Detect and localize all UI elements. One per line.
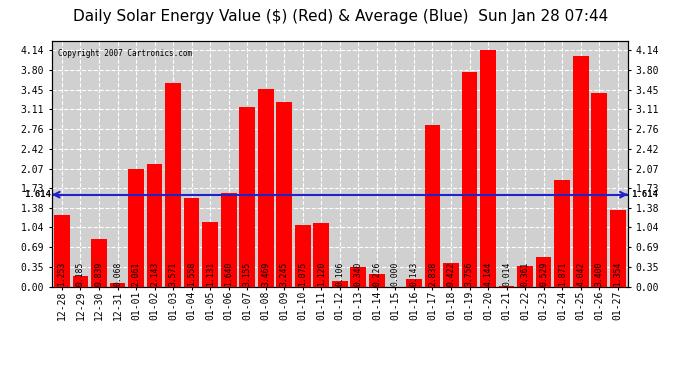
Bar <box>535 256 551 287</box>
Bar <box>462 72 477 287</box>
Bar <box>313 223 329 287</box>
Text: 0.014: 0.014 <box>502 261 511 286</box>
Text: 0.422: 0.422 <box>446 261 455 286</box>
Text: 0.000: 0.000 <box>391 261 400 286</box>
Text: 1.614: 1.614 <box>631 190 658 199</box>
Text: 1.075: 1.075 <box>298 261 307 286</box>
Bar <box>72 276 88 287</box>
Bar <box>91 239 107 287</box>
Text: 1.640: 1.640 <box>224 261 233 286</box>
Bar <box>165 83 181 287</box>
Text: 3.155: 3.155 <box>243 261 252 286</box>
Bar <box>332 281 348 287</box>
Text: 1.614: 1.614 <box>24 190 51 199</box>
Bar <box>518 266 533 287</box>
Bar <box>277 102 292 287</box>
Bar <box>147 165 162 287</box>
Text: 4.144: 4.144 <box>484 261 493 286</box>
Text: 0.106: 0.106 <box>335 261 344 286</box>
Bar <box>54 215 70 287</box>
Text: 1.253: 1.253 <box>57 261 66 286</box>
Bar <box>128 169 144 287</box>
Text: 1.871: 1.871 <box>558 261 566 286</box>
Bar <box>554 180 570 287</box>
Text: 0.529: 0.529 <box>539 261 548 286</box>
Text: Copyright 2007 Cartronics.com: Copyright 2007 Cartronics.com <box>57 49 192 58</box>
Text: 2.061: 2.061 <box>132 261 141 286</box>
Text: 0.361: 0.361 <box>520 261 530 286</box>
Text: 0.143: 0.143 <box>409 261 418 286</box>
Text: 3.400: 3.400 <box>595 261 604 286</box>
Text: 3.756: 3.756 <box>465 261 474 286</box>
Bar <box>184 198 199 287</box>
Text: 0.340: 0.340 <box>354 261 363 286</box>
Bar <box>351 267 366 287</box>
Text: 0.839: 0.839 <box>95 261 103 286</box>
Text: 1.120: 1.120 <box>317 261 326 286</box>
Text: Daily Solar Energy Value ($) (Red) & Average (Blue)  Sun Jan 28 07:44: Daily Solar Energy Value ($) (Red) & Ave… <box>72 9 608 24</box>
Bar <box>443 263 459 287</box>
Bar <box>258 89 274 287</box>
Bar <box>406 279 422 287</box>
Bar <box>573 56 589 287</box>
Bar <box>480 50 496 287</box>
Bar <box>239 106 255 287</box>
Text: 4.042: 4.042 <box>576 261 585 286</box>
Text: 3.245: 3.245 <box>279 261 288 286</box>
Bar <box>369 274 385 287</box>
Text: 1.558: 1.558 <box>187 261 196 286</box>
Text: 1.354: 1.354 <box>613 261 622 286</box>
Bar <box>424 125 440 287</box>
Text: 1.131: 1.131 <box>206 261 215 286</box>
Bar <box>202 222 218 287</box>
Bar <box>295 225 310 287</box>
Bar <box>221 193 237 287</box>
Text: 3.469: 3.469 <box>262 261 270 286</box>
Bar <box>591 93 607 287</box>
Text: 2.143: 2.143 <box>150 261 159 286</box>
Bar <box>499 286 515 287</box>
Text: 2.838: 2.838 <box>428 261 437 286</box>
Text: 0.185: 0.185 <box>76 261 85 286</box>
Bar <box>110 283 126 287</box>
Text: 0.068: 0.068 <box>113 261 122 286</box>
Text: 3.571: 3.571 <box>168 261 177 286</box>
Text: 0.226: 0.226 <box>373 261 382 286</box>
Bar <box>610 210 626 287</box>
